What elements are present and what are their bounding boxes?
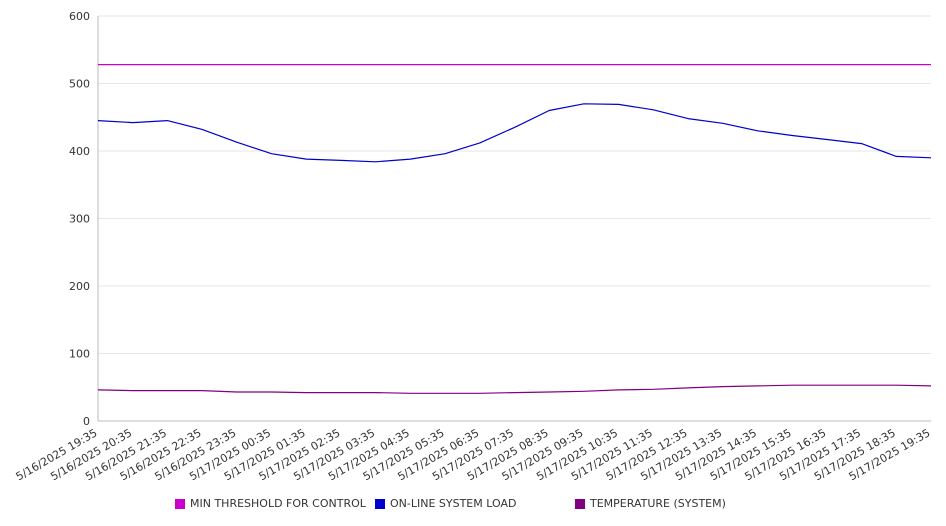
legend-label-temperature: TEMPERATURE (SYSTEM)	[590, 497, 726, 510]
y-tick-label-200: 200	[69, 280, 90, 293]
y-tick-label-300: 300	[69, 213, 90, 226]
series-line-temperature	[97, 384, 932, 394]
legend-item-temperature: TEMPERATURE (SYSTEM)	[575, 497, 726, 510]
legend-swatch-system-load	[375, 498, 385, 509]
series-line-system-load	[97, 103, 932, 163]
y-tick-label-600: 600	[69, 10, 90, 23]
legend-swatch-min-threshold	[175, 498, 185, 509]
legend-label-system-load: ON-LINE SYSTEM LOAD	[390, 497, 517, 510]
legend-item-min-threshold: MIN THRESHOLD FOR CONTROL	[175, 497, 366, 510]
y-tick-label-500: 500	[69, 78, 90, 91]
legend-item-system-load: ON-LINE SYSTEM LOAD	[375, 497, 516, 510]
y-tick-label-400: 400	[69, 145, 90, 158]
y-tick-label-0: 0	[83, 415, 90, 428]
y-tick-label-100: 100	[69, 348, 90, 361]
legend-label-min-threshold: MIN THRESHOLD FOR CONTROL	[190, 497, 366, 510]
legend-swatch-temperature	[575, 498, 585, 509]
legend: MIN THRESHOLD FOR CONTROL ON-LINE SYSTEM…	[0, 497, 946, 515]
